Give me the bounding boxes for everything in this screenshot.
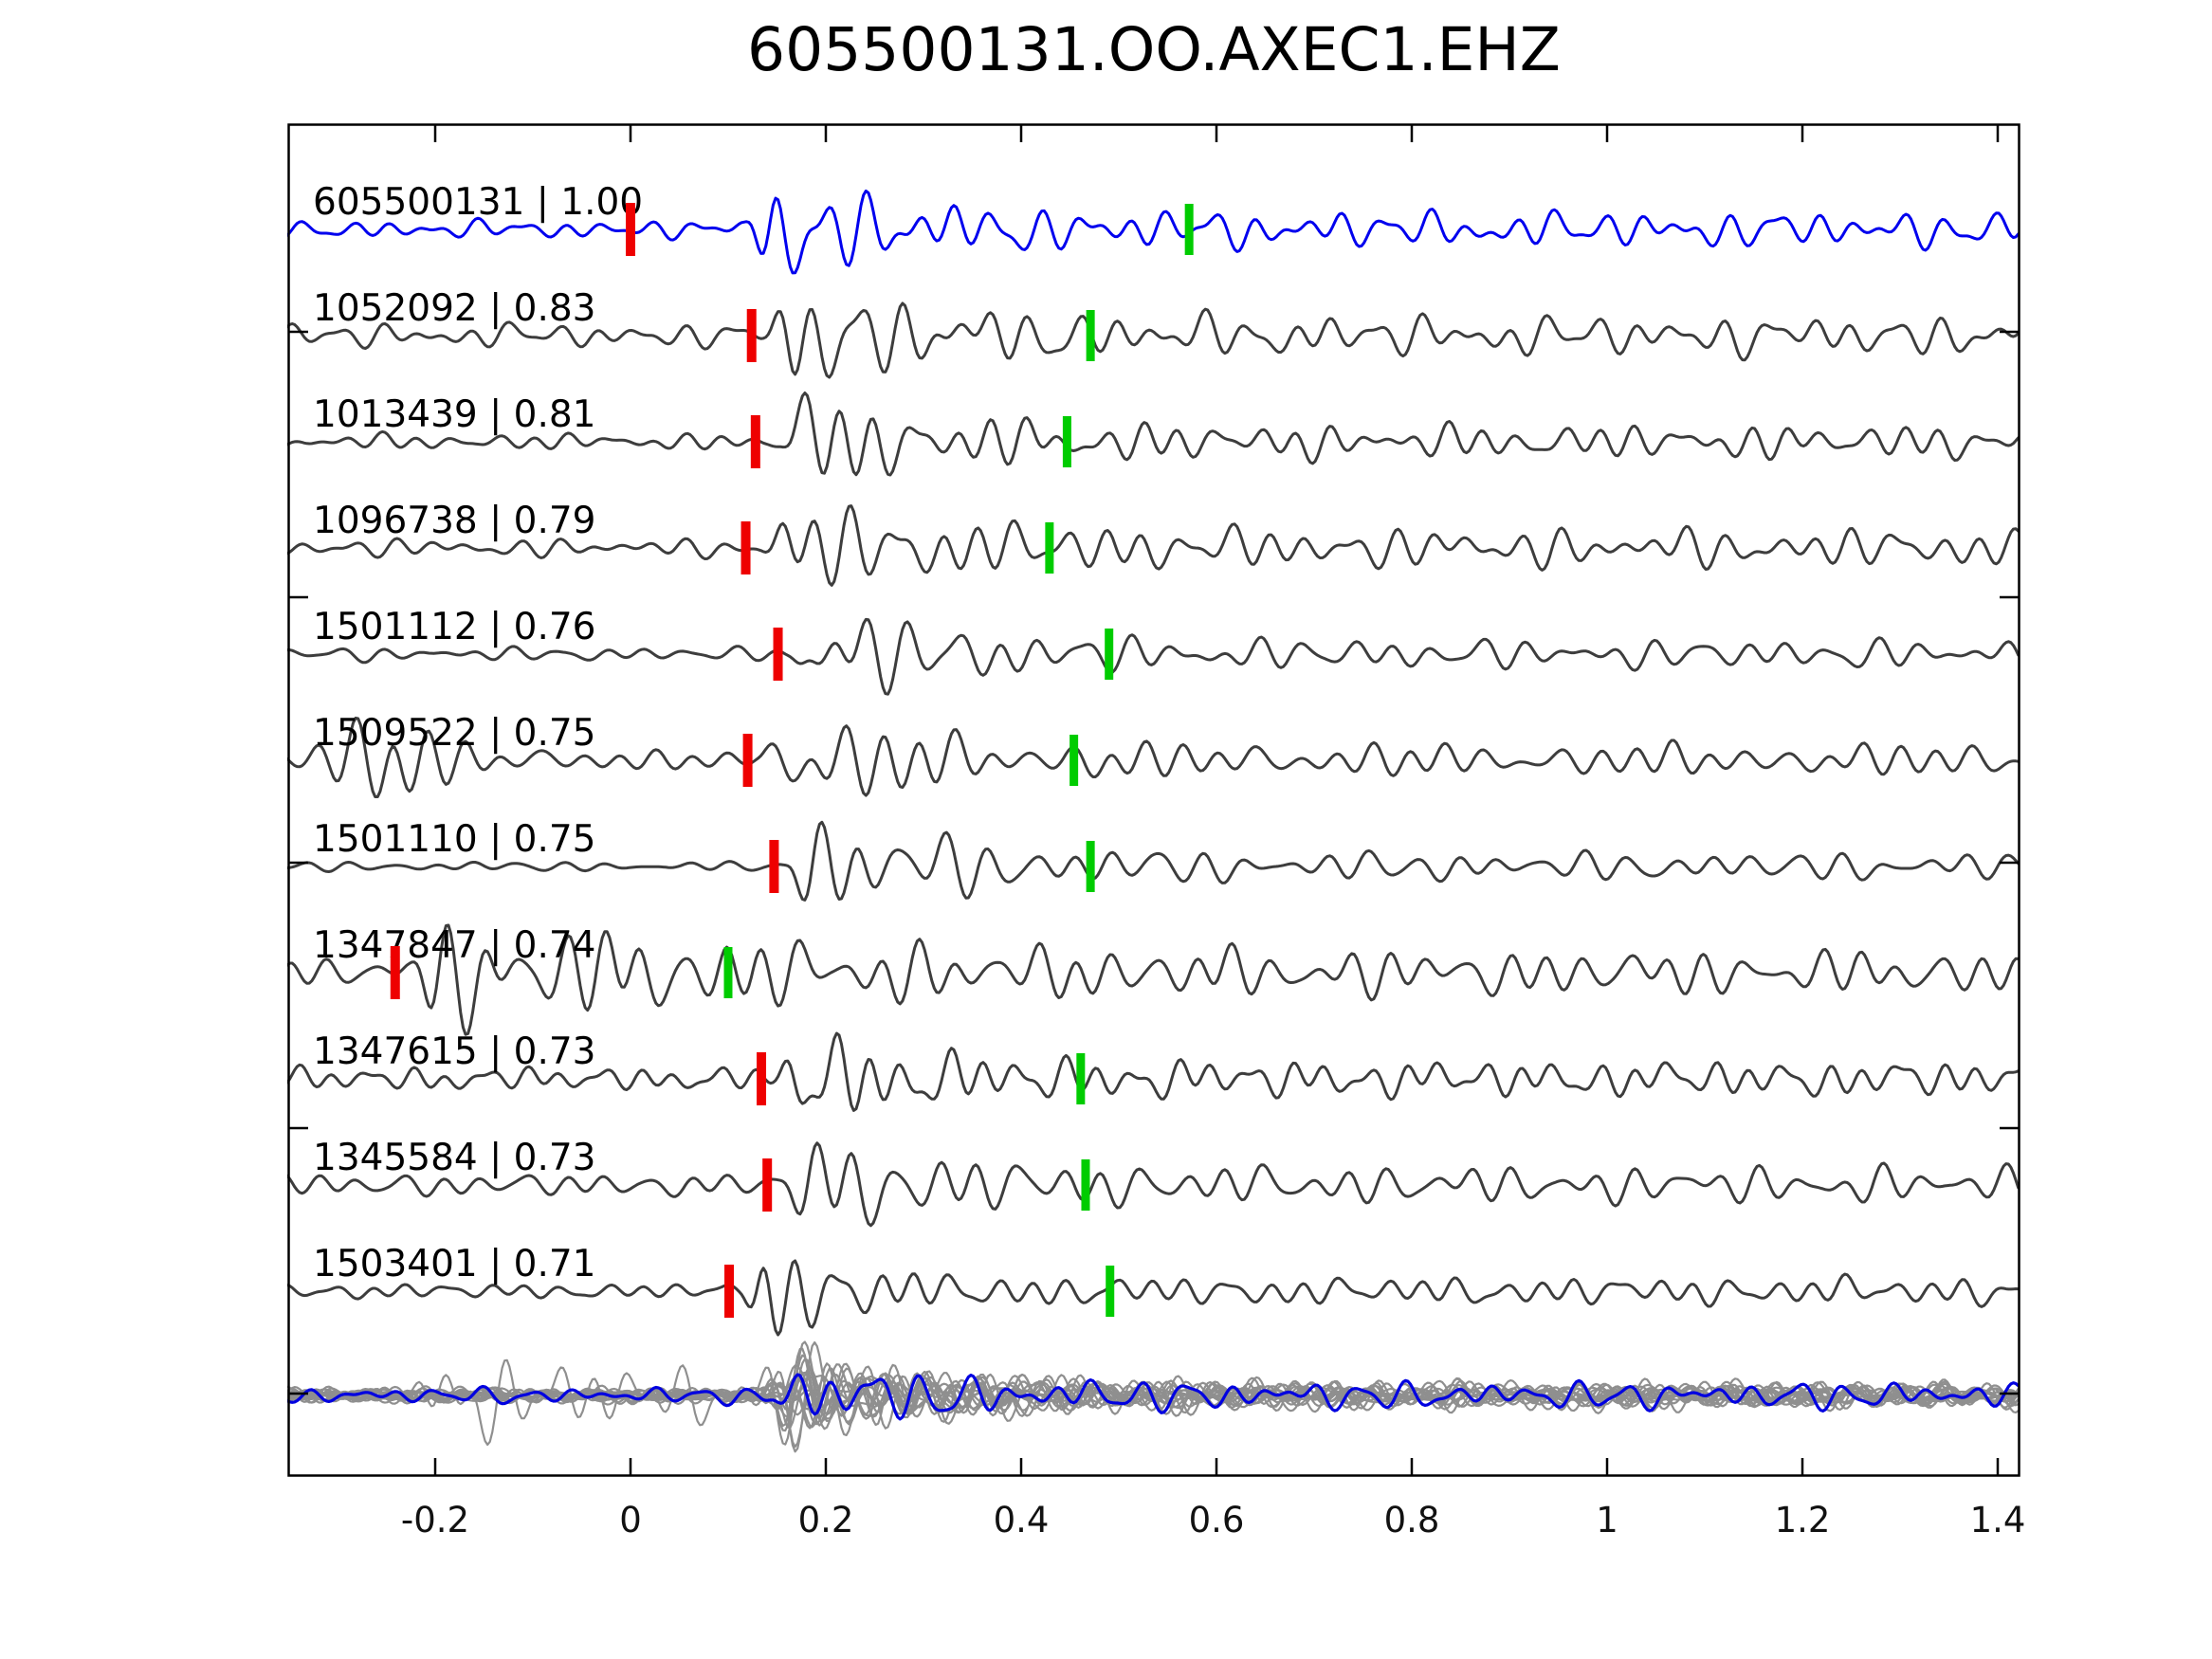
green-pick-marker-1503401 xyxy=(1106,1266,1115,1317)
trace-label-1503401: 1503401 | 0.71 xyxy=(313,1243,595,1285)
trace-label-1013439: 1013439 | 0.81 xyxy=(313,393,595,436)
green-pick-marker-1501110 xyxy=(1086,841,1095,892)
red-pick-marker-1503401 xyxy=(724,1265,735,1318)
trace-label-1509522: 1509522 | 0.75 xyxy=(313,712,595,755)
green-pick-marker-1345584 xyxy=(1081,1159,1090,1211)
x-tick-label: -0.2 xyxy=(400,1500,470,1540)
red-pick-marker-1013439 xyxy=(750,415,760,468)
red-pick-marker-1345584 xyxy=(762,1158,773,1212)
waveform-trace-1501110 xyxy=(287,820,2020,902)
red-pick-marker-1501112 xyxy=(773,628,783,681)
trace-label-1347847: 1347847 | 0.74 xyxy=(313,924,595,967)
red-pick-marker-1052092 xyxy=(746,309,757,362)
waveform-trace-1096738 xyxy=(287,504,2020,587)
plot-border xyxy=(287,123,2020,1477)
green-pick-marker-605500131 xyxy=(1184,204,1194,255)
x-tick-label: 0.2 xyxy=(797,1500,854,1540)
red-pick-marker-1096738 xyxy=(740,521,751,574)
waveform-trace-1503401 xyxy=(287,1259,2020,1337)
waveform-trace-1013439 xyxy=(287,392,2020,477)
green-pick-marker-1052092 xyxy=(1086,310,1095,361)
trace-label-1501112: 1501112 | 0.76 xyxy=(313,606,595,648)
trace-label-1347615: 1347615 | 0.73 xyxy=(313,1030,595,1073)
trace-label-605500131: 605500131 | 1.00 xyxy=(313,181,643,224)
waveform-trace-605500131 xyxy=(287,189,2020,275)
red-pick-marker-1347615 xyxy=(757,1052,767,1105)
overlay-trace xyxy=(287,1367,2020,1429)
green-pick-marker-1347615 xyxy=(1076,1053,1086,1104)
red-pick-marker-1347847 xyxy=(390,946,400,999)
green-pick-marker-1501112 xyxy=(1105,629,1114,680)
green-pick-marker-1347847 xyxy=(723,947,733,998)
green-pick-marker-1013439 xyxy=(1062,416,1071,467)
green-pick-marker-1509522 xyxy=(1069,735,1079,786)
waveform-trace-1052092 xyxy=(287,301,2020,379)
waveform-trace-1501112 xyxy=(287,617,2020,696)
stack-trace xyxy=(287,1373,2020,1421)
red-pick-marker-1509522 xyxy=(742,734,753,787)
waveform-plot: 605500131 | 1.00 1052092 | 0.83 1013439 | … xyxy=(287,123,2020,1477)
x-tick-label: 1.4 xyxy=(1969,1500,2026,1540)
x-tick-label: 1 xyxy=(1596,1500,1618,1540)
waveform-trace-1347615 xyxy=(287,1031,2020,1112)
trace-label-1345584: 1345584 | 0.73 xyxy=(313,1137,595,1179)
trace-label-1096738: 1096738 | 0.79 xyxy=(313,500,595,542)
x-tick-label: 1.2 xyxy=(1774,1500,1831,1540)
x-tick-label: 0.4 xyxy=(993,1500,1050,1540)
waveform-trace-1347847 xyxy=(287,923,2020,1036)
figure-title: 605500131.OO.AXEC1.EHZ xyxy=(747,15,1561,84)
trace-label-1052092: 1052092 | 0.83 xyxy=(313,287,595,330)
green-pick-marker-1096738 xyxy=(1045,522,1054,574)
x-tick-label: 0.6 xyxy=(1188,1500,1245,1540)
x-tick-label: 0.8 xyxy=(1383,1500,1440,1540)
plot-area: 605500131 | 1.00 1052092 | 0.83 1013439 | … xyxy=(287,123,2020,1477)
x-tick-label: 0 xyxy=(619,1500,642,1540)
waveform-trace-1345584 xyxy=(287,1141,2020,1228)
red-pick-marker-1501110 xyxy=(769,840,779,893)
red-pick-marker-605500131 xyxy=(626,203,635,256)
waveform-trace-1509522 xyxy=(287,716,2020,798)
trace-label-1501110: 1501110 | 0.75 xyxy=(313,818,595,861)
